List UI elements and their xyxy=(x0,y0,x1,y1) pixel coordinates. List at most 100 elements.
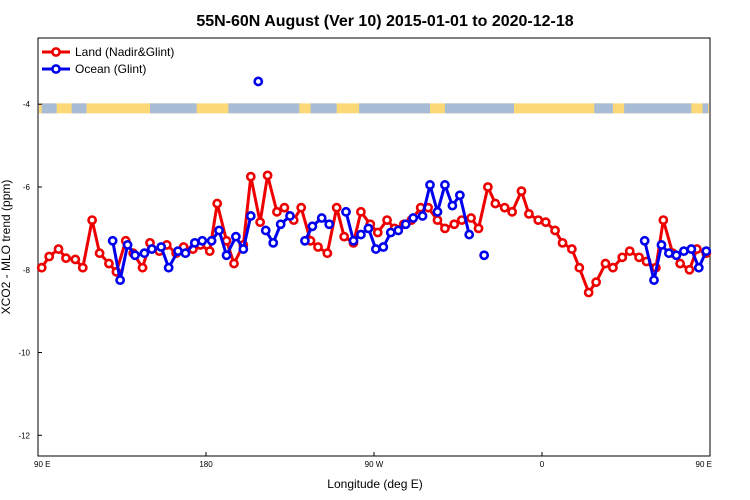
series-land xyxy=(36,170,712,298)
land-point xyxy=(322,248,333,259)
x-axis: 90 E 180 90 W 0 90 E xyxy=(34,452,712,469)
x-axis-label: Longitude (deg E) xyxy=(327,477,422,491)
land-point xyxy=(245,171,256,182)
land-point xyxy=(262,170,273,181)
land-point xyxy=(675,258,686,269)
x-tick-label: 180 xyxy=(199,460,213,469)
land-point xyxy=(566,244,577,254)
y-tick-label: -4 xyxy=(23,100,31,109)
land-point xyxy=(583,287,594,298)
ocean-point xyxy=(432,206,443,217)
land-point xyxy=(279,202,290,213)
land-ocean-strip xyxy=(39,103,709,114)
ocean-point xyxy=(245,211,256,221)
ocean-point xyxy=(417,211,428,221)
ocean-point xyxy=(664,248,674,259)
land-point xyxy=(473,223,484,234)
land-strip-ocean xyxy=(594,103,613,114)
land-point xyxy=(339,231,350,242)
series-ocean xyxy=(107,76,712,286)
land-point xyxy=(70,254,81,265)
land-point xyxy=(499,202,510,213)
land-point xyxy=(466,213,476,223)
ocean-point xyxy=(341,206,351,217)
ocean-point xyxy=(656,240,667,250)
land-point xyxy=(212,198,223,209)
ocean-point xyxy=(130,250,140,261)
land-point xyxy=(77,262,88,273)
land-point xyxy=(684,264,695,275)
ocean-point xyxy=(678,246,689,257)
land-point xyxy=(372,227,383,238)
ocean-point xyxy=(356,229,366,240)
x-tick-label: 90 E xyxy=(34,460,50,469)
ocean-point xyxy=(275,219,286,230)
ocean-point xyxy=(107,235,118,246)
ocean-point xyxy=(307,221,318,232)
land-point xyxy=(53,244,64,254)
ocean-point xyxy=(268,237,279,248)
ocean-point xyxy=(671,250,682,261)
ocean-point xyxy=(701,246,712,257)
land-strip-ocean xyxy=(228,103,300,114)
ocean-point xyxy=(300,235,310,246)
land-point xyxy=(296,202,307,213)
land-point xyxy=(449,219,460,230)
land-point xyxy=(591,277,602,288)
land-point xyxy=(313,242,323,252)
ocean-point xyxy=(115,275,126,286)
x-tick-label: 0 xyxy=(540,460,545,469)
land-point xyxy=(524,208,534,219)
ocean-point xyxy=(348,235,359,246)
land-strip-ocean xyxy=(359,103,430,114)
ocean-series-line xyxy=(264,214,291,245)
ocean-point xyxy=(139,248,150,259)
ocean-point xyxy=(197,235,208,246)
ocean-point xyxy=(363,223,374,234)
land-point xyxy=(204,246,215,257)
ocean-point xyxy=(378,242,389,252)
legend-land-label: Land (Nadir&Glint) xyxy=(75,45,174,59)
ocean-point xyxy=(285,211,295,221)
legend: Land (Nadir&Glint) Ocean (Glint) xyxy=(42,45,174,76)
land-point xyxy=(137,262,148,273)
ocean-point xyxy=(316,213,327,223)
land-point xyxy=(516,186,527,197)
ocean-point xyxy=(173,246,183,257)
y-tick-label: -8 xyxy=(23,266,31,275)
y-axis-label: XCO2 - MLO trend (ppm) xyxy=(0,180,13,315)
y-tick-label: -6 xyxy=(23,183,31,192)
land-point xyxy=(61,253,71,264)
land-point xyxy=(624,246,635,257)
ocean-point xyxy=(686,244,697,254)
ocean-point xyxy=(393,225,404,236)
land-strip-ocean xyxy=(310,103,337,114)
ocean-point xyxy=(693,262,704,273)
ocean-point xyxy=(408,213,419,223)
ocean-point xyxy=(447,200,458,211)
land-point xyxy=(574,262,585,273)
land-point xyxy=(36,262,47,273)
ocean-point xyxy=(156,242,167,252)
land-point xyxy=(104,258,114,269)
ocean-point xyxy=(400,219,411,230)
land-point xyxy=(229,258,239,269)
land-strip-ocean xyxy=(71,103,87,114)
ocean-point xyxy=(649,275,659,286)
legend-ocean-label: Ocean (Glint) xyxy=(75,62,146,76)
land-point xyxy=(540,217,551,228)
chart-title: 55N-60N August (Ver 10) 2015-01-01 to 20… xyxy=(196,13,573,30)
land-point xyxy=(550,225,560,236)
ocean-point xyxy=(385,227,396,238)
ocean-point xyxy=(189,237,200,248)
ocean-point xyxy=(221,250,232,261)
ocean-point xyxy=(440,180,450,190)
legend-land-marker xyxy=(51,47,61,57)
land-point xyxy=(658,215,669,225)
land-point xyxy=(482,182,493,192)
ocean-point xyxy=(425,180,435,190)
land-point xyxy=(356,206,366,217)
ocean-point xyxy=(206,235,217,246)
legend-ocean-marker xyxy=(51,64,61,74)
